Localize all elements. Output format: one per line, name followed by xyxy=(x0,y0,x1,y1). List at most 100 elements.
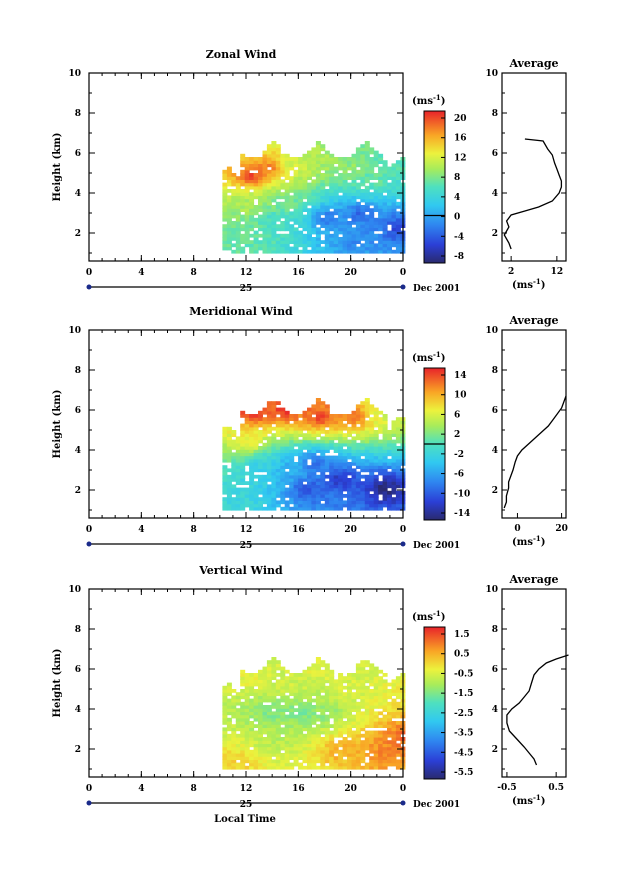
heatmap-cell xyxy=(373,730,379,735)
heatmap-cell xyxy=(324,753,330,757)
heatmap-cell xyxy=(266,692,272,696)
heatmap-cell xyxy=(360,157,366,161)
heatmap-cell xyxy=(266,147,272,152)
heatmap-cell xyxy=(382,762,388,767)
heatmap-cell xyxy=(240,189,246,193)
heatmap-cell xyxy=(235,243,241,248)
average-frame xyxy=(501,329,567,519)
heatmap-cell xyxy=(320,401,326,405)
heatmap-cell xyxy=(293,227,299,232)
heatmap-cell xyxy=(329,494,335,498)
heatmap-cell xyxy=(258,192,263,196)
heatmap-cell xyxy=(315,249,321,254)
heatmap-cell xyxy=(355,676,361,680)
heatmap-cell xyxy=(342,487,348,492)
heatmap-cell xyxy=(266,746,272,751)
heatmap-cell xyxy=(369,743,375,748)
heatmap-cell xyxy=(355,727,361,732)
heatmap-cell xyxy=(355,481,361,485)
heatmap-cell xyxy=(244,217,250,222)
heatmap-cell xyxy=(271,753,277,757)
heatmap-cell xyxy=(329,682,335,687)
heatmap-cell xyxy=(262,166,268,171)
heatmap-cell xyxy=(271,208,277,212)
heatmap-cell xyxy=(320,423,326,428)
heatmap-cell xyxy=(338,163,344,168)
heatmap-cell xyxy=(382,673,388,677)
heatmap-cell xyxy=(364,497,370,501)
heatmap-cell xyxy=(315,166,321,171)
heatmap-cell xyxy=(315,147,321,152)
heatmap-cell xyxy=(284,503,290,508)
heatmap-cell xyxy=(333,474,339,479)
heatmap-cell xyxy=(320,439,326,444)
heatmap-cell xyxy=(333,714,339,719)
heatmap-cell xyxy=(289,724,295,728)
heatmap-cell xyxy=(311,689,317,693)
heatmap-cell xyxy=(320,756,326,760)
heatmap-cell xyxy=(391,468,397,473)
heatmap-cell xyxy=(351,198,357,203)
heatmap-cell xyxy=(369,147,375,152)
heatmap-cell xyxy=(391,484,397,489)
heatmap-cell xyxy=(302,160,308,164)
heatmap-cell xyxy=(293,494,299,498)
heatmap-cell xyxy=(315,500,321,505)
heatmap-cell xyxy=(249,468,255,473)
heatmap-cell xyxy=(302,756,308,760)
heatmap-cell xyxy=(311,173,317,177)
heatmap-cell xyxy=(333,237,339,241)
heatmap-cell xyxy=(355,746,361,751)
heatmap-cell xyxy=(382,733,388,738)
heatmap-cell xyxy=(387,682,392,687)
heatmap-cell xyxy=(342,442,348,447)
heatmap-cell xyxy=(262,749,268,754)
heatmap-cell xyxy=(355,663,361,668)
heatmap-cell xyxy=(373,208,379,212)
heatmap-cell xyxy=(307,208,312,212)
heatmap-cell xyxy=(338,436,344,441)
heatmap-cell xyxy=(258,759,263,764)
heatmap-cell xyxy=(311,474,317,479)
heatmap-cell xyxy=(222,762,228,767)
heatmap-cell xyxy=(240,679,246,684)
heatmap-cell xyxy=(395,490,401,495)
heatmap-cell xyxy=(244,439,250,444)
heatmap-cell xyxy=(302,208,308,212)
heatmap-cell xyxy=(293,214,299,219)
heatmap-cell xyxy=(373,682,379,687)
heatmap-cell xyxy=(289,471,295,476)
heatmap-cell xyxy=(347,698,352,703)
heatmap-cell xyxy=(266,711,272,716)
heatmap-cell xyxy=(262,711,268,716)
heatmap-cell xyxy=(302,426,308,431)
heatmap-cell xyxy=(324,673,330,677)
heatmap-cell xyxy=(235,727,241,732)
heatmap-cell xyxy=(320,746,326,751)
heatmap-cell xyxy=(355,759,361,764)
heatmap-cell xyxy=(329,442,335,447)
heatmap-cell xyxy=(338,214,344,219)
heatmap-cell xyxy=(266,490,272,495)
heatmap-cell xyxy=(244,189,250,193)
heatmap-cell xyxy=(378,689,384,693)
heatmap-cell xyxy=(235,714,241,719)
heatmap-cell xyxy=(244,163,250,168)
heatmap-cell xyxy=(369,410,375,415)
heatmap-cell xyxy=(320,211,326,216)
heatmap-cell xyxy=(391,478,397,482)
heatmap-cell xyxy=(315,737,321,741)
heatmap-cell xyxy=(226,227,232,232)
heatmap-cell xyxy=(311,426,317,431)
heatmap-cell xyxy=(355,685,361,690)
heatmap-cell xyxy=(342,237,348,241)
heatmap-cell xyxy=(266,439,272,444)
heatmap-cell xyxy=(320,420,326,425)
heatmap-cell xyxy=(226,224,232,228)
heatmap-cell xyxy=(231,452,237,457)
heatmap-cell xyxy=(351,430,357,434)
heatmap-cell xyxy=(235,743,241,748)
heatmap-cell xyxy=(275,762,281,767)
heatmap-cell xyxy=(258,446,263,450)
heatmap-cell xyxy=(244,727,250,732)
